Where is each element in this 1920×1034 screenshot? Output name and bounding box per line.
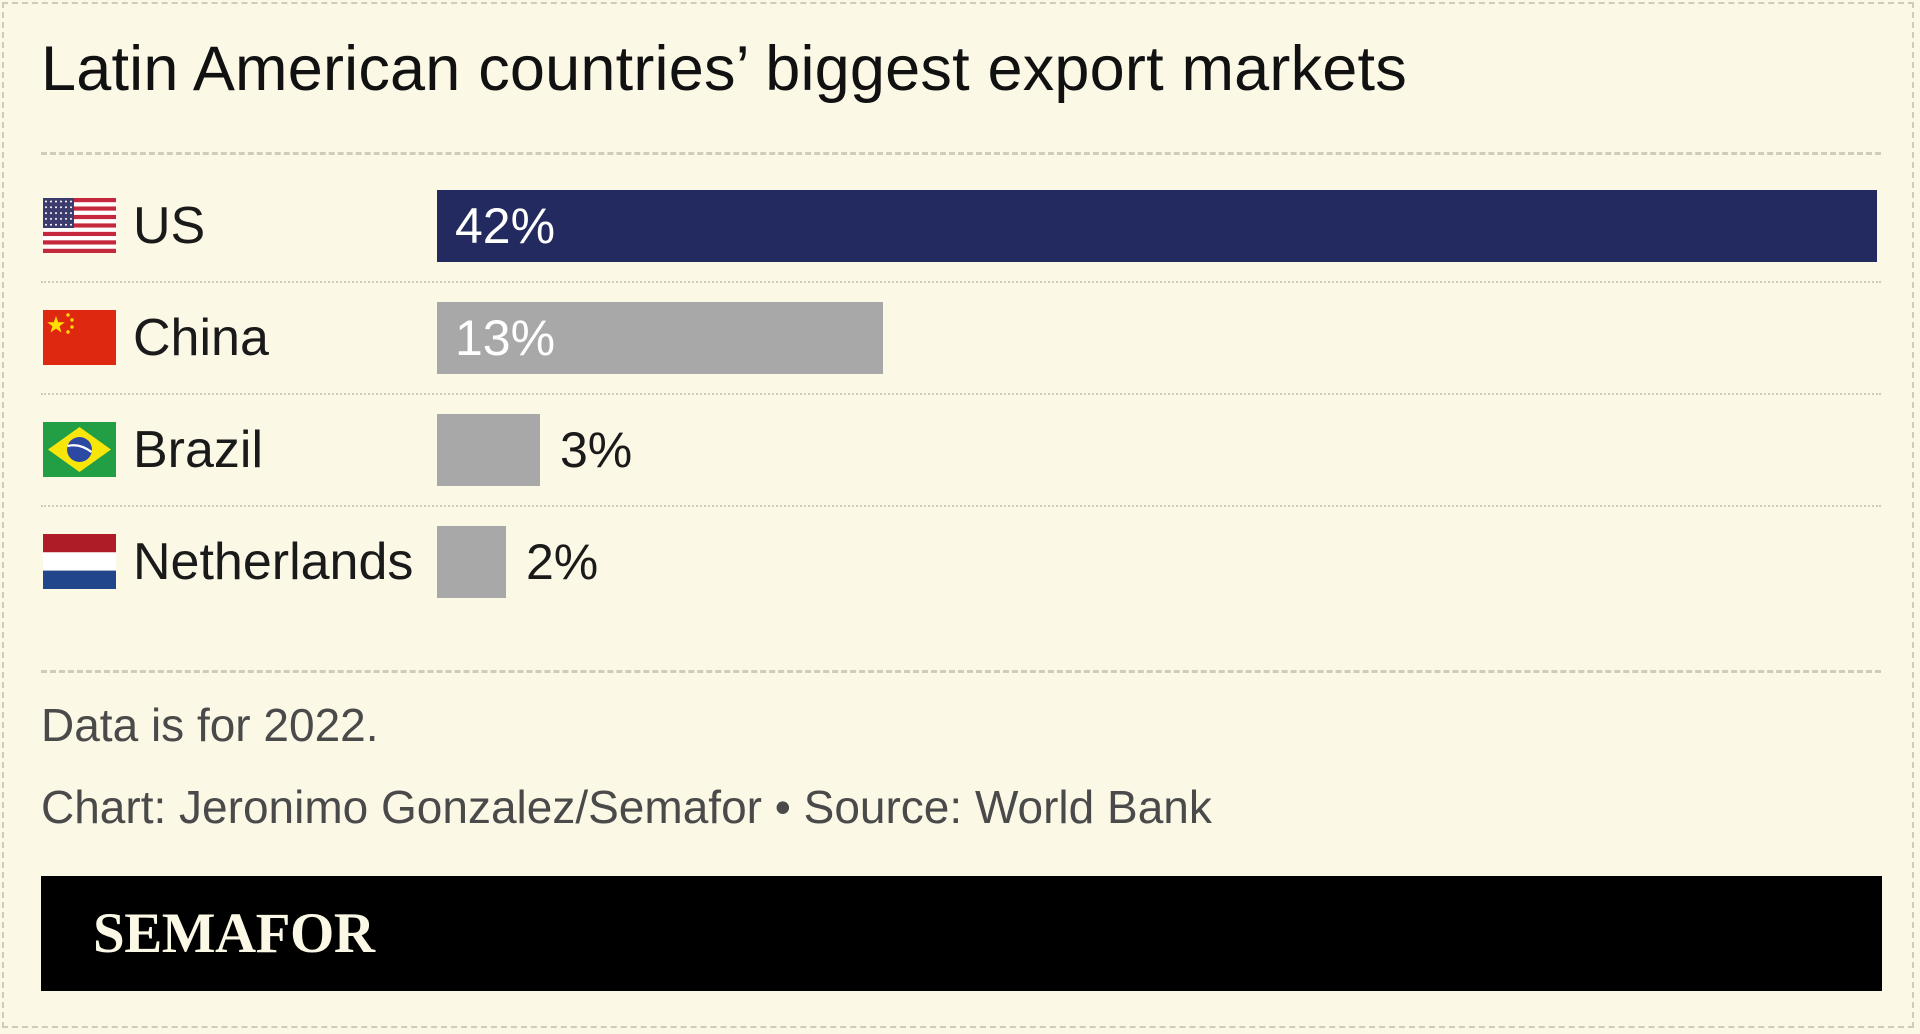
category-label: Netherlands xyxy=(133,533,414,591)
bar xyxy=(437,190,1877,262)
footer-bar: SEMAFOR xyxy=(41,876,1882,991)
us-flag-icon xyxy=(43,198,116,253)
netherlands-flag-icon xyxy=(43,534,116,589)
data-note: Data is for 2022. xyxy=(41,699,379,751)
bar xyxy=(437,302,883,374)
bar xyxy=(437,526,506,598)
china-flag-icon xyxy=(43,310,116,365)
data-label: 42% xyxy=(455,198,556,254)
bar-row-china: China 13% xyxy=(0,282,1920,394)
bar-row-brazil: Brazil 3% xyxy=(0,394,1920,506)
semafor-logo: SEMAFOR xyxy=(93,902,375,965)
data-label: 3% xyxy=(560,422,633,478)
brazil-flag-icon xyxy=(43,422,116,477)
category-label: China xyxy=(133,309,269,367)
data-label: 2% xyxy=(526,534,599,590)
row-separator xyxy=(41,281,1881,283)
bottom-divider xyxy=(41,670,1881,673)
data-label: 13% xyxy=(455,310,556,366)
category-label: US xyxy=(133,197,206,255)
top-divider xyxy=(41,152,1881,155)
category-label: Brazil xyxy=(133,421,264,479)
row-separator xyxy=(41,505,1881,507)
chart-title: Latin American countries’ biggest export… xyxy=(41,34,1407,104)
bar xyxy=(437,414,540,486)
row-separator xyxy=(41,393,1881,395)
source-credit: Chart: Jeronimo Gonzalez/Semafor • Sourc… xyxy=(41,781,1212,833)
bar-row-netherlands: Netherlands 2% xyxy=(0,506,1920,618)
bar-row-us: US 42% xyxy=(0,170,1920,282)
